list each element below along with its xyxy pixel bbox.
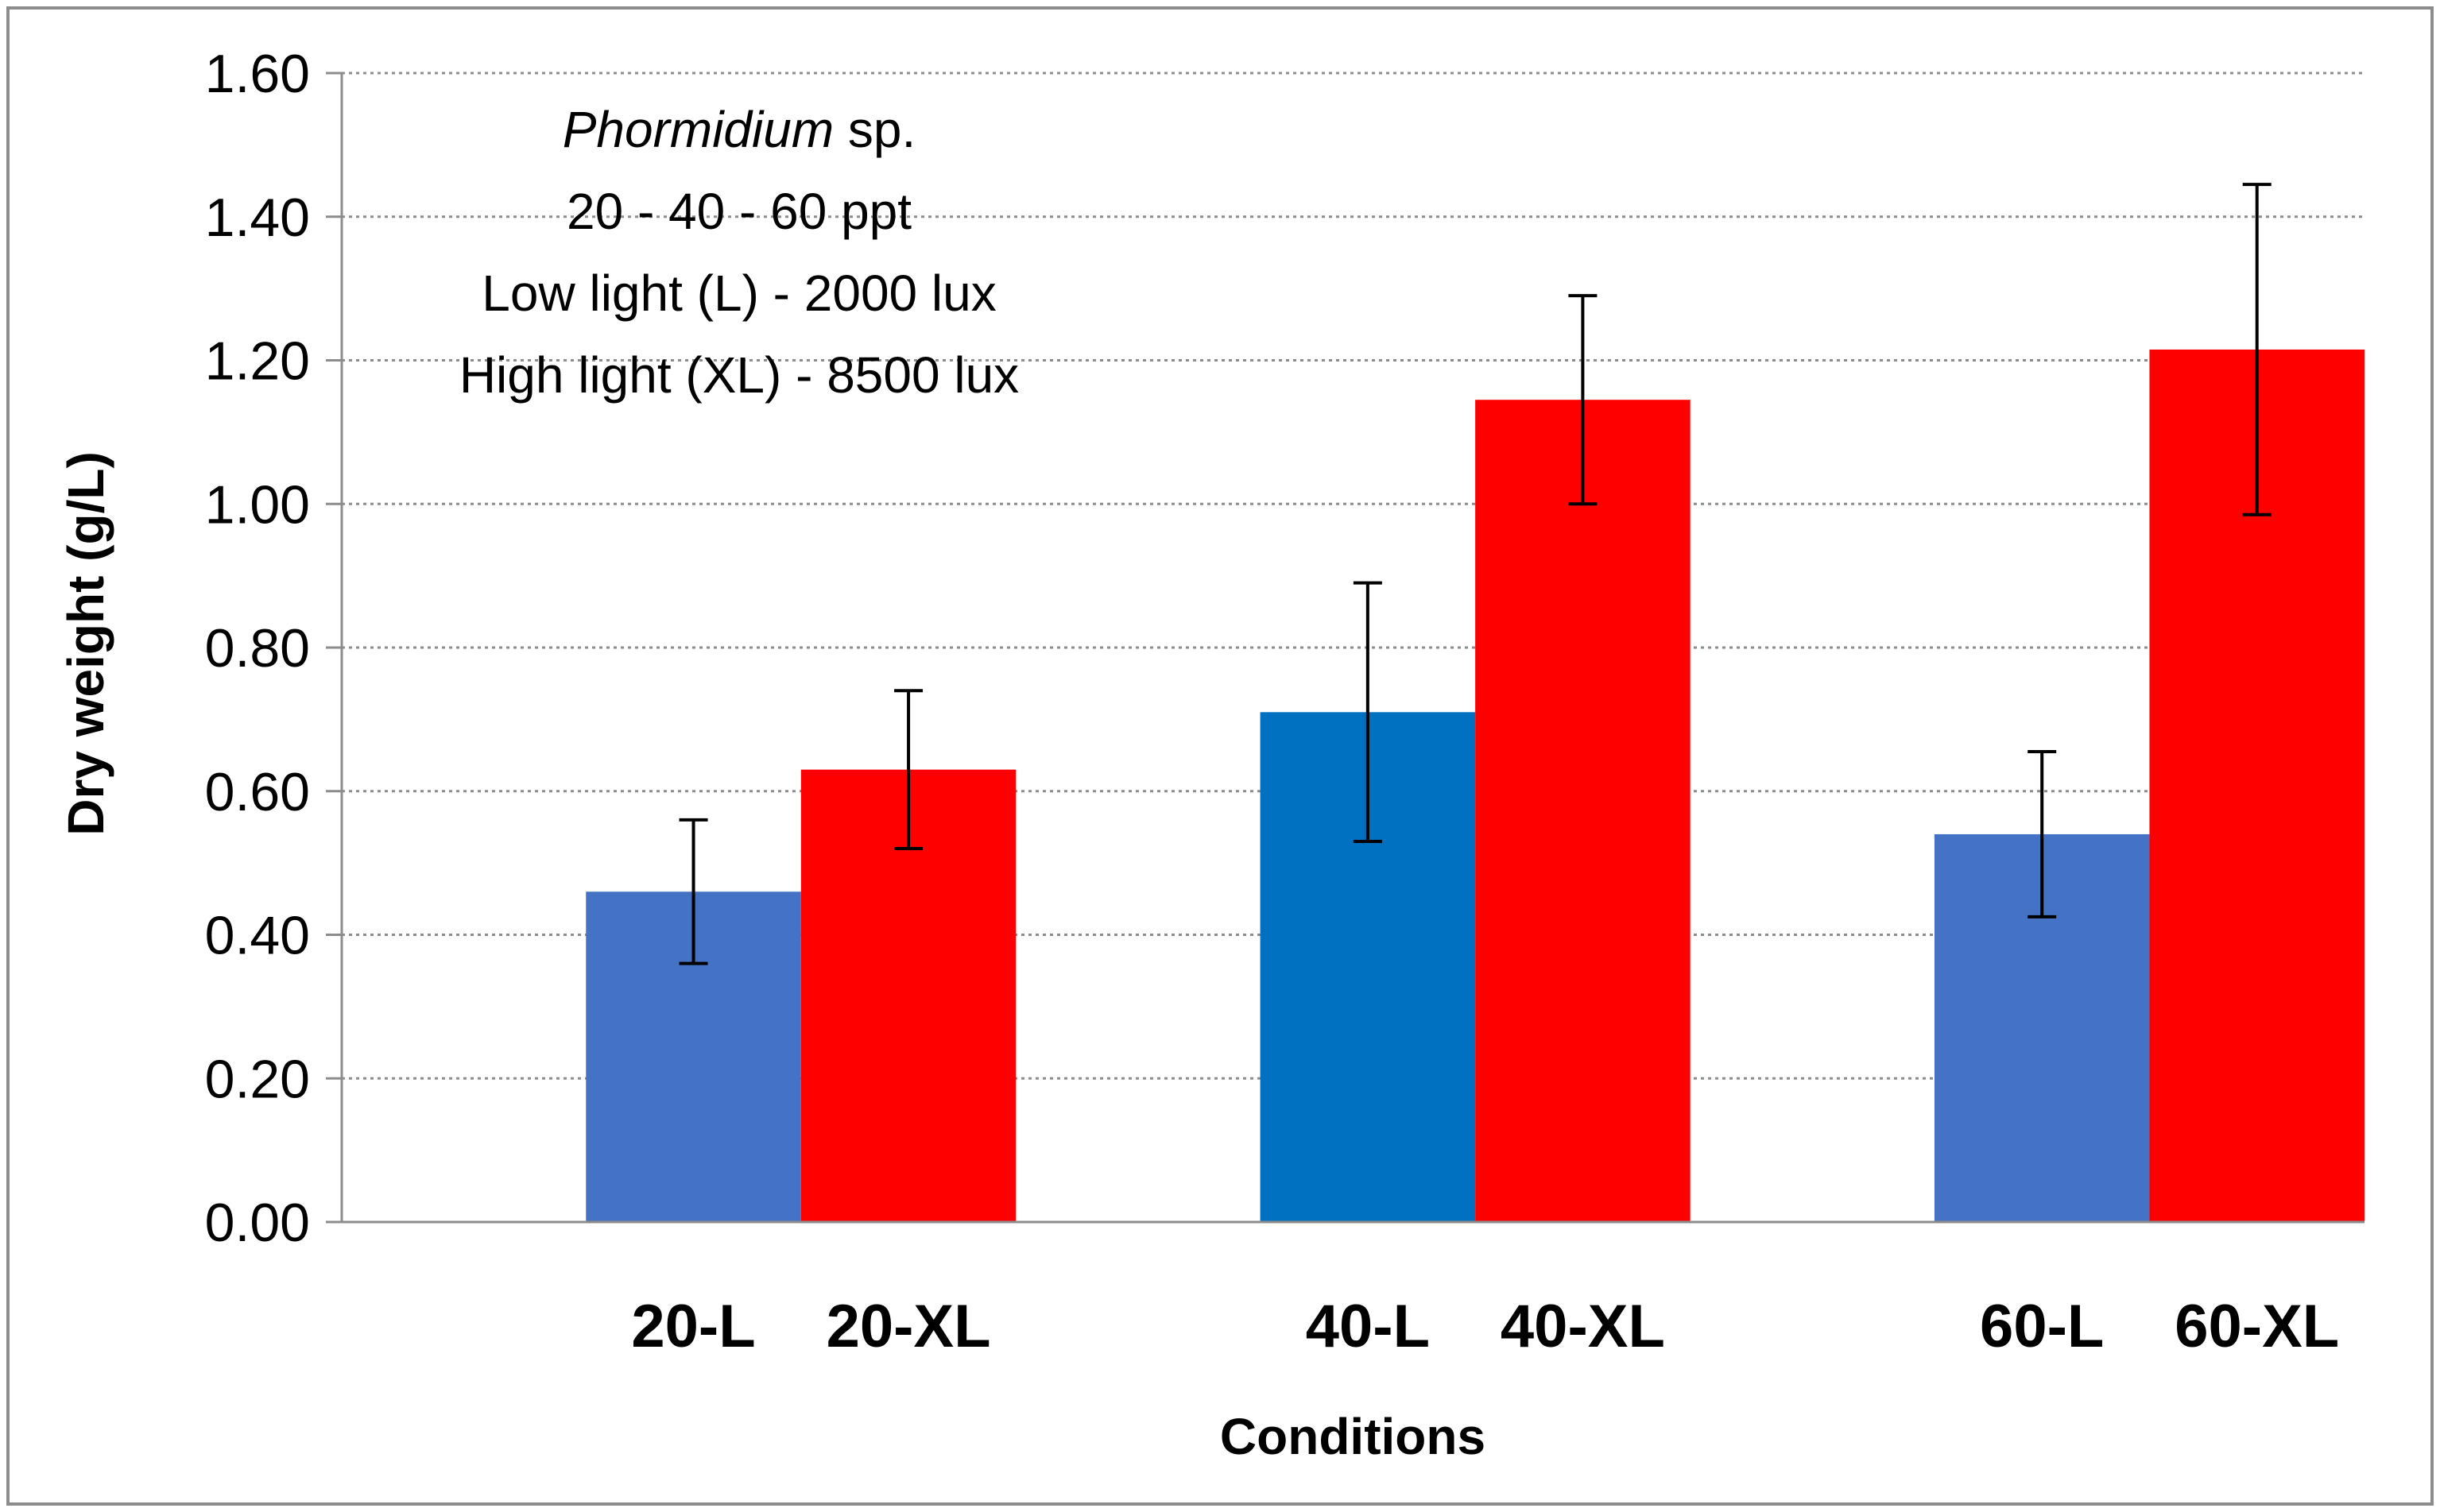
x-tick-label-60-l: 60-L xyxy=(1980,1293,2104,1360)
y-tick-label: 1.60 xyxy=(205,44,310,104)
y-axis-title: Dry weight (g/L) xyxy=(57,451,114,836)
x-tick-label-20-l: 20-L xyxy=(631,1293,755,1360)
annotation-species-suffix: sp. xyxy=(834,101,916,158)
y-tick-labels: 0.00 0.20 0.40 0.60 0.80 1.00 1.20 1.40 1.60 xyxy=(205,44,310,1253)
chart-border xyxy=(6,6,2434,1506)
x-tick-label-40-xl: 40-XL xyxy=(1501,1293,1665,1360)
y-tick-label: 0.20 xyxy=(205,1049,310,1109)
error-bars xyxy=(679,183,2272,965)
axes xyxy=(326,72,2364,1224)
x-axis-title: Conditions xyxy=(1220,1408,1485,1465)
y-tick-label: 1.00 xyxy=(205,474,310,535)
bar-40-xl xyxy=(1475,400,1691,1222)
annotation: Phormidium sp. 20 - 40 - 60 ppt Low ligh… xyxy=(459,101,1019,404)
y-tick-label: 1.20 xyxy=(205,331,310,392)
annotation-species: Phormidium xyxy=(563,101,834,158)
y-tick-label: 0.60 xyxy=(205,762,310,822)
annotation-line-3: Low light (L) - 2000 lux xyxy=(482,265,996,322)
x-tick-label-40-l: 40-L xyxy=(1306,1293,1430,1360)
annotation-line-4: High light (XL) - 8500 lux xyxy=(459,346,1019,404)
y-tick-label: 0.40 xyxy=(205,906,310,966)
y-tick-label: 0.80 xyxy=(205,618,310,679)
x-tick-label-60-xl: 60-XL xyxy=(2175,1293,2339,1360)
x-tick-label-20-xl: 20-XL xyxy=(827,1293,991,1360)
y-tick-label: 0.00 xyxy=(205,1193,310,1253)
annotation-line-2: 20 - 40 - 60 ppt xyxy=(567,183,912,240)
annotation-line-1: Phormidium sp. xyxy=(563,101,916,158)
x-category-labels: 20-L 20-XL 40-L 40-XL 60-L 60-XL xyxy=(631,1293,2339,1360)
y-tick-label: 1.40 xyxy=(205,188,310,248)
